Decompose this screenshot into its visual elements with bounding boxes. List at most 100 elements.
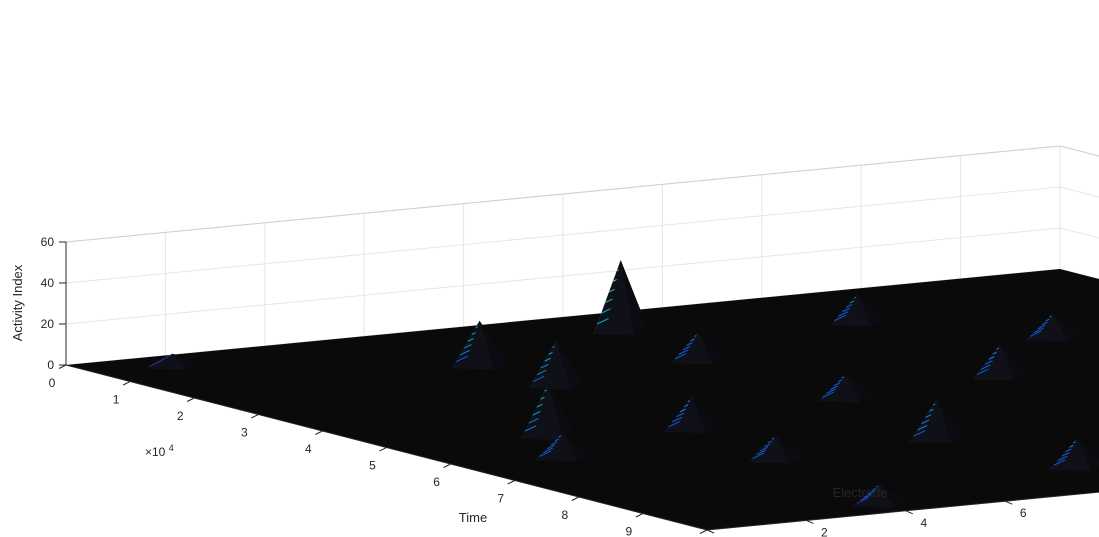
grid-line-left-z xyxy=(65,227,1061,325)
peak-face xyxy=(1053,313,1081,342)
peak-face xyxy=(1077,438,1099,471)
peak-mesh-line xyxy=(929,408,934,412)
z-tick-label: 20 xyxy=(41,317,55,331)
peak-mesh-line xyxy=(980,364,991,370)
surface-peak xyxy=(593,260,648,336)
surface-plot xyxy=(66,260,1099,530)
x-tick-label: 2 xyxy=(177,409,184,423)
peak-mesh-line xyxy=(674,352,687,360)
peak-mesh-line xyxy=(558,435,562,438)
peak-mesh-line xyxy=(459,349,470,356)
surface-peak xyxy=(909,398,965,444)
z-tick-label: 60 xyxy=(41,235,55,249)
x-tick-mark xyxy=(379,447,387,452)
peak-mesh-line xyxy=(455,355,468,363)
surface-peak xyxy=(529,340,584,390)
peak-mesh-line xyxy=(1033,327,1044,334)
peak-mesh-line xyxy=(600,308,611,314)
x-tick-mark xyxy=(58,364,67,369)
peak-mesh-line xyxy=(1061,452,1070,457)
peak-mesh-line xyxy=(752,452,765,460)
peak-mesh-line xyxy=(612,279,617,282)
peak-mesh-line xyxy=(672,416,683,423)
peak-mesh-line xyxy=(540,396,545,400)
peak-mesh-line xyxy=(1073,441,1076,444)
peak-mesh-line xyxy=(921,419,930,425)
peak-mesh-line xyxy=(1037,324,1046,330)
peak-mesh-line xyxy=(1065,448,1072,453)
surface-peak xyxy=(452,320,507,370)
peak-mesh-line xyxy=(682,345,691,351)
peak-mesh-line xyxy=(976,368,989,375)
peak-mesh-line xyxy=(872,488,877,491)
peak-mesh-line xyxy=(767,440,773,444)
z-tick-label: 0 xyxy=(47,358,54,372)
x-axis-multiplier: ×10 4 xyxy=(145,443,174,459)
peak-mesh-line xyxy=(676,412,685,418)
z-axis-label: Activity Index xyxy=(10,264,25,341)
axes-lines xyxy=(58,241,1099,534)
peak-face xyxy=(698,331,726,365)
surface-peak xyxy=(1050,438,1099,471)
peak-face xyxy=(535,433,577,462)
y-tick-mark xyxy=(1005,500,1013,505)
peak-mesh-line xyxy=(833,382,841,387)
peak-face xyxy=(556,340,584,390)
peak-mesh-line xyxy=(678,349,689,355)
peak-mesh-line xyxy=(475,326,478,329)
peak-face xyxy=(691,396,720,433)
peak-mesh-line xyxy=(846,304,853,308)
peak-mesh-line xyxy=(834,314,847,322)
x-tick-mark xyxy=(186,397,195,402)
x-tick-label: 5 xyxy=(369,459,376,473)
peak-face xyxy=(748,435,791,464)
surface-peak xyxy=(521,383,576,440)
peak-mesh-line xyxy=(913,430,926,437)
y-axis-line xyxy=(706,491,1099,531)
tick-labels: 012345678910024681012141618200204060 xyxy=(41,235,1027,537)
x-tick-mark xyxy=(571,496,580,501)
peak-mesh-line xyxy=(868,490,875,495)
peak-mesh-line xyxy=(168,354,171,357)
x-axis-label: Time xyxy=(459,510,487,525)
peak-mesh-line xyxy=(679,408,687,413)
peak-mesh-line xyxy=(552,346,555,348)
peak-mesh-line xyxy=(1049,315,1052,318)
grid-line-left-z xyxy=(65,186,1061,284)
peak-mesh-line xyxy=(536,403,543,408)
peak-mesh-line xyxy=(1057,455,1068,462)
peak-mesh-line xyxy=(933,403,936,406)
peak-mesh-line xyxy=(996,347,999,350)
peak-mesh-line xyxy=(1053,459,1066,466)
peak-face xyxy=(620,260,648,336)
x-tick-label: 1 xyxy=(113,393,120,407)
peak-mesh-line xyxy=(548,351,553,355)
x-tick-label: 3 xyxy=(241,426,248,440)
x-tick-mark xyxy=(251,414,259,419)
peak-mesh-line xyxy=(853,296,857,299)
x-tick-label: 9 xyxy=(626,525,633,537)
peak-mesh-line xyxy=(764,443,771,448)
peak-mesh-line xyxy=(683,404,689,408)
y-tick-label: 2 xyxy=(821,525,828,537)
surface-peak xyxy=(973,344,1028,381)
peak-mesh-line xyxy=(838,311,849,317)
peak-mesh-line xyxy=(925,414,932,418)
surface-peak xyxy=(535,433,591,462)
x-tick-label: 7 xyxy=(497,492,504,506)
y-axis-label: Electrode xyxy=(833,485,888,500)
peak-mesh-line xyxy=(597,318,609,325)
peak-face xyxy=(548,383,576,440)
peak-mesh-line xyxy=(471,332,476,335)
peak-face xyxy=(909,398,952,444)
peak-mesh-line xyxy=(540,363,549,369)
peak-mesh-line xyxy=(528,418,539,424)
z-tick-label: 40 xyxy=(41,276,55,290)
peak-face xyxy=(845,374,874,403)
surface-peak xyxy=(818,374,874,403)
peak-face xyxy=(562,433,591,462)
surface-peak xyxy=(145,353,200,370)
peak-face xyxy=(776,435,804,464)
peak-face xyxy=(529,340,571,390)
peak-mesh-line xyxy=(860,495,871,501)
